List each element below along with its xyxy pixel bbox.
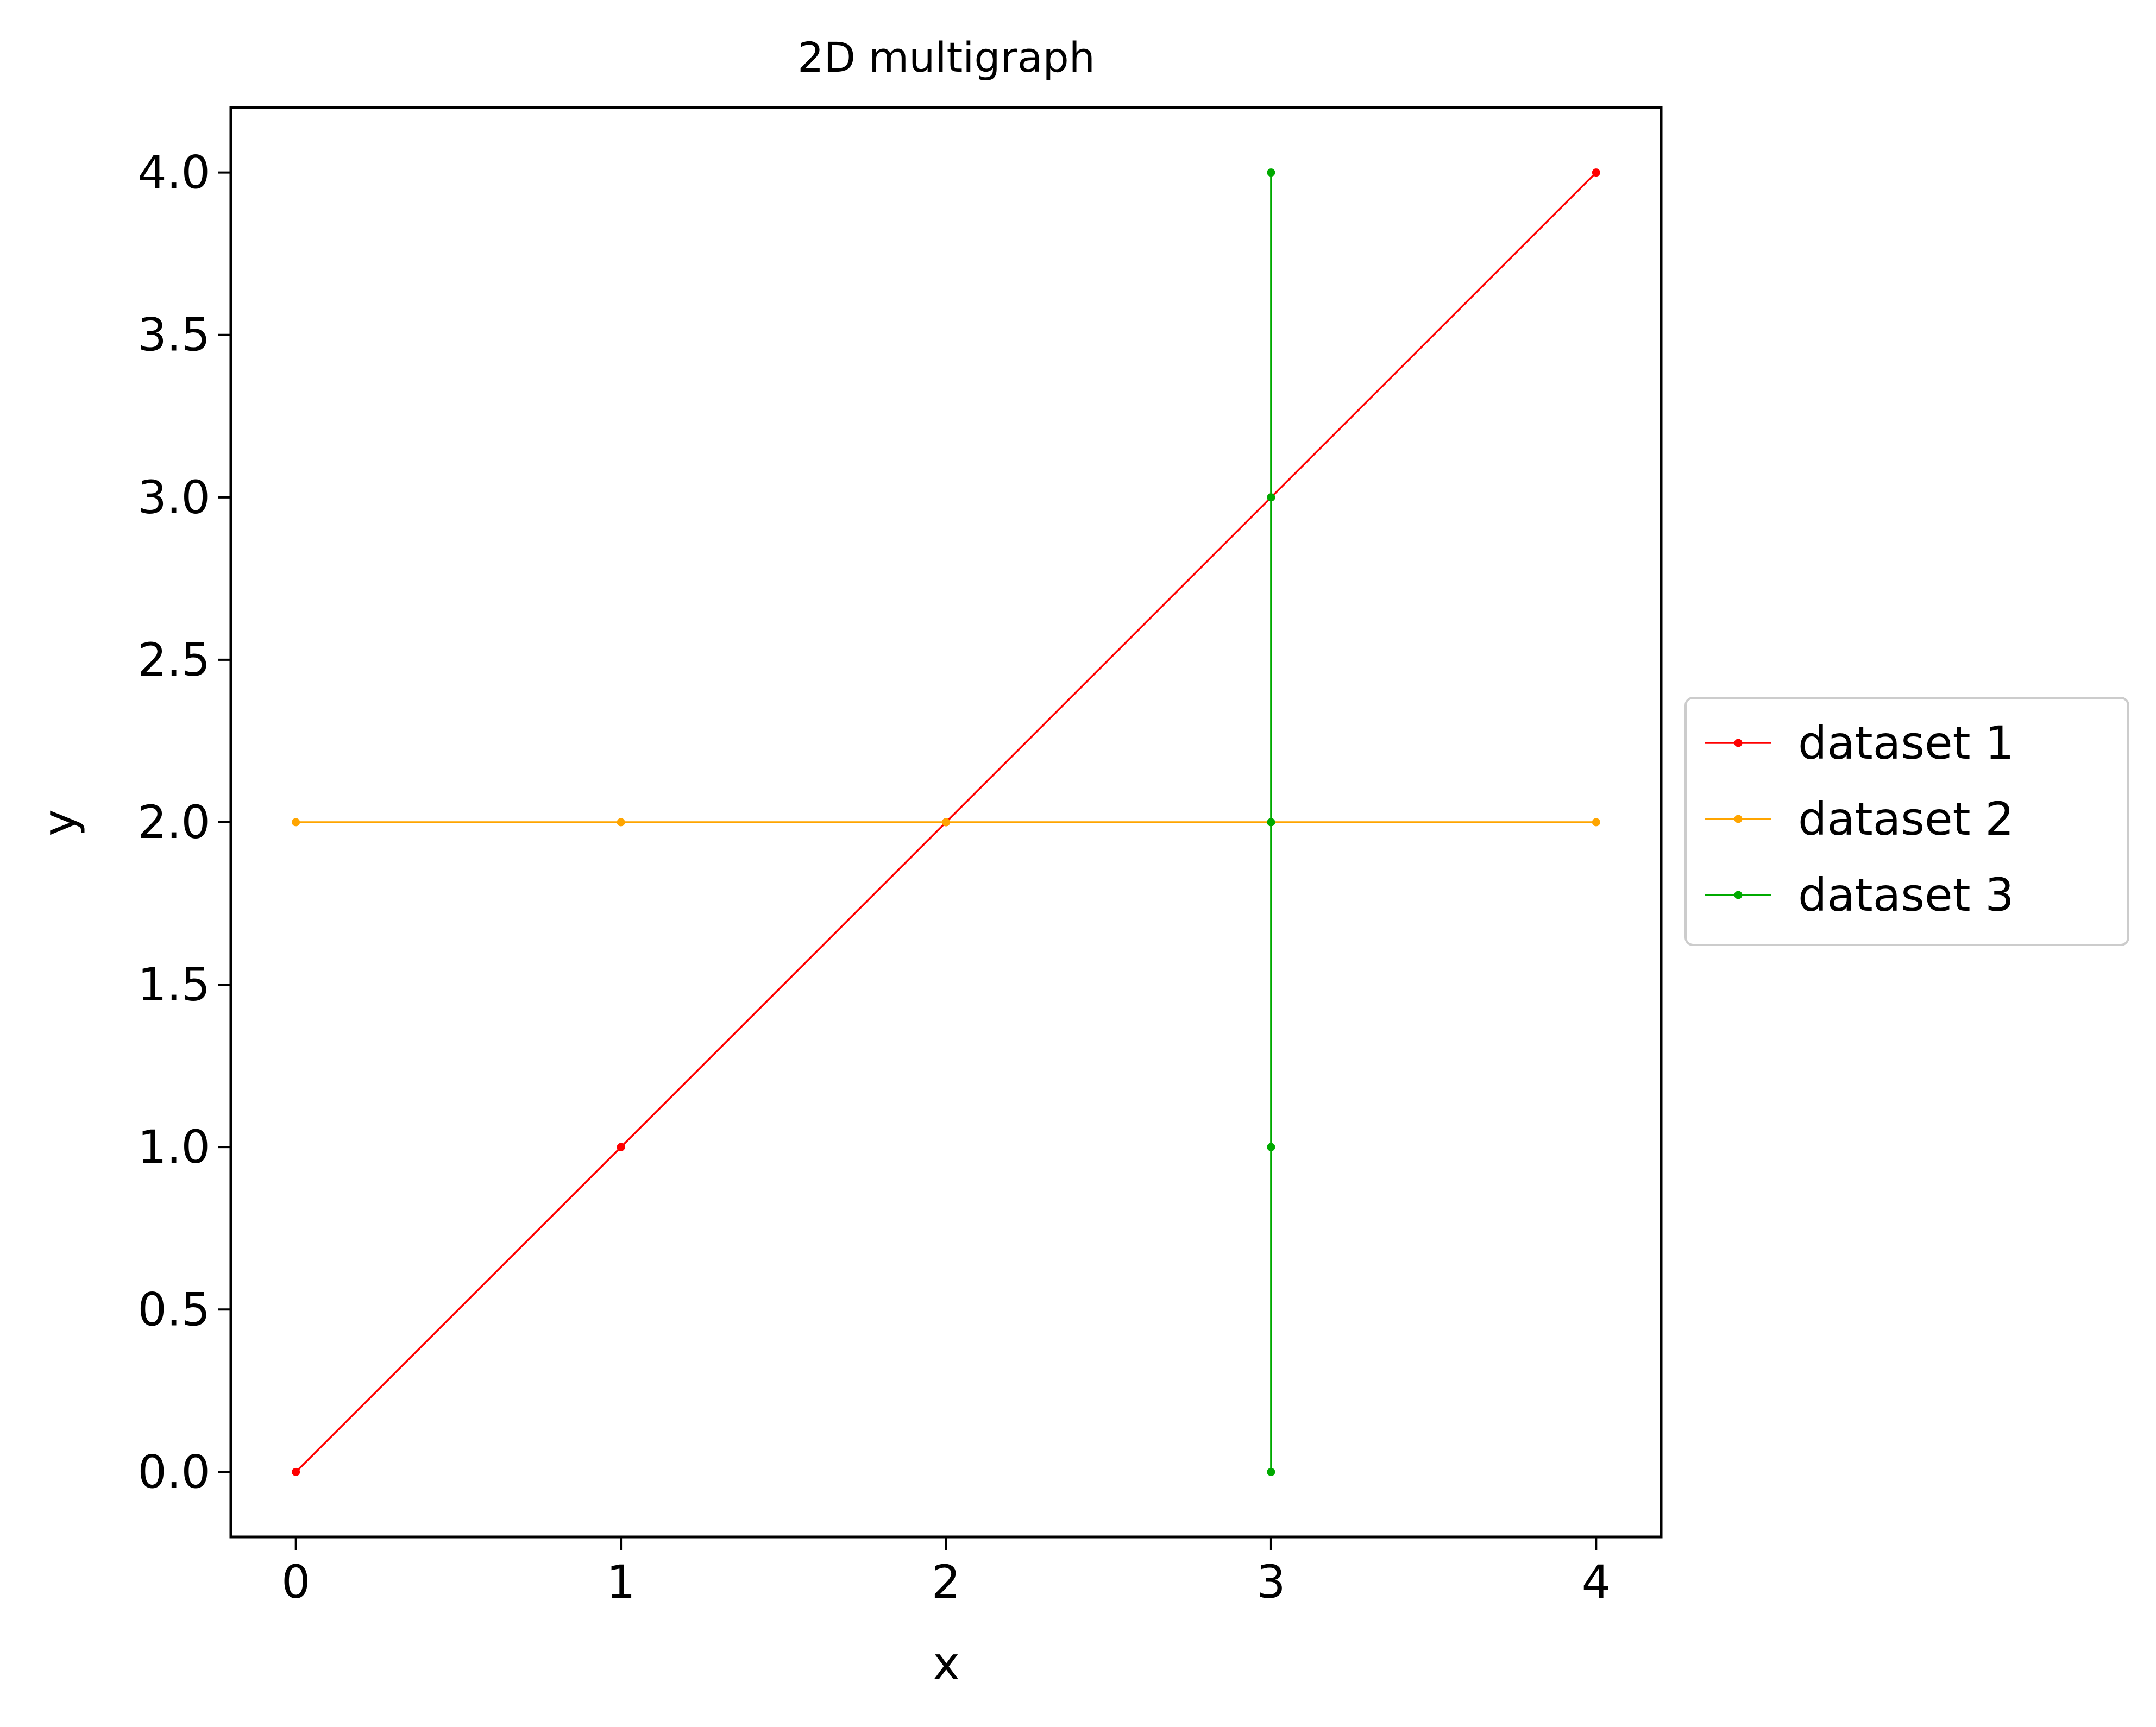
- series-2: [292, 818, 1600, 827]
- y-tick-label: 2.0: [137, 796, 210, 849]
- y-tick-label: 3.5: [137, 308, 210, 362]
- legend-entry: dataset 3: [1705, 868, 2014, 922]
- x-axis-label: x: [933, 1637, 960, 1690]
- legend-label: dataset 3: [1798, 868, 2014, 922]
- data-point: [1267, 1143, 1275, 1151]
- x-tick-label: 1: [606, 1555, 635, 1609]
- x-tick-label: 3: [1256, 1555, 1285, 1609]
- legend-swatch-marker: [1734, 815, 1743, 823]
- legend-box: [1684, 697, 2129, 946]
- data-point: [617, 1143, 625, 1151]
- y-tick-label: 0.0: [137, 1445, 210, 1498]
- data-point: [1267, 818, 1275, 827]
- data-point: [1267, 168, 1275, 177]
- y-tick-label: 3.0: [137, 471, 210, 524]
- y-axis: 0.0 0.5 1.0 1.5 2.0 2.5 3.0 3.5 4.0: [137, 146, 231, 1498]
- legend-label: dataset 2: [1798, 792, 2014, 846]
- data-point: [1267, 1467, 1275, 1476]
- data-point: [1592, 168, 1600, 177]
- y-axis-label: y: [33, 809, 86, 836]
- legend-swatch-marker: [1734, 891, 1743, 899]
- data-point: [1592, 818, 1600, 827]
- data-point: [617, 818, 625, 827]
- x-axis: 0 1 2 3 4: [281, 1537, 1611, 1609]
- series-layer: [292, 168, 1600, 1476]
- data-point: [292, 818, 300, 827]
- legend-entry: dataset 2: [1705, 792, 2014, 846]
- legend-swatch-marker: [1734, 739, 1743, 747]
- series-3: [1267, 168, 1275, 1476]
- legend: dataset 1 dataset 2 dataset 3: [1684, 697, 2129, 946]
- y-tick-label: 0.5: [137, 1283, 210, 1336]
- y-tick-label: 1.0: [137, 1120, 210, 1174]
- data-point: [1267, 493, 1275, 502]
- data-point: [942, 818, 950, 827]
- x-tick-label: 2: [932, 1555, 960, 1609]
- y-tick-label: 2.5: [137, 633, 210, 686]
- chart-title: 2D multigraph: [797, 33, 1095, 81]
- x-tick-label: 0: [281, 1555, 310, 1609]
- y-tick-label: 1.5: [137, 958, 210, 1011]
- y-tick-label: 4.0: [137, 146, 210, 199]
- data-point: [292, 1467, 300, 1476]
- legend-label: dataset 1: [1798, 716, 2014, 770]
- legend-entry: dataset 1: [1705, 716, 2014, 770]
- x-tick-label: 4: [1582, 1555, 1611, 1609]
